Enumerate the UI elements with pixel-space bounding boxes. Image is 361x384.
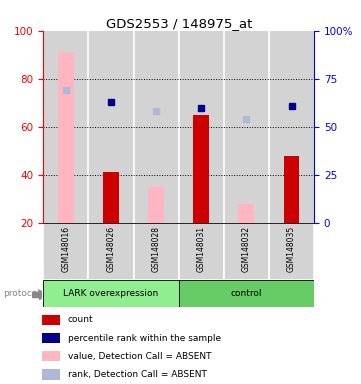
Bar bbox=[284, 156, 299, 223]
Bar bbox=[179, 280, 314, 307]
Bar bbox=[88, 31, 134, 223]
Bar bbox=[43, 369, 60, 380]
Text: percentile rank within the sample: percentile rank within the sample bbox=[68, 334, 221, 343]
Bar bbox=[269, 31, 314, 223]
Bar bbox=[43, 280, 179, 307]
Text: LARK overexpression: LARK overexpression bbox=[64, 289, 158, 298]
Bar bbox=[239, 204, 254, 223]
Bar bbox=[193, 115, 209, 223]
Bar bbox=[134, 223, 179, 280]
Bar bbox=[43, 351, 60, 361]
Text: GSM148028: GSM148028 bbox=[152, 225, 161, 271]
Title: GDS2553 / 148975_at: GDS2553 / 148975_at bbox=[105, 17, 252, 30]
Text: value, Detection Call = ABSENT: value, Detection Call = ABSENT bbox=[68, 352, 212, 361]
Text: count: count bbox=[68, 315, 93, 324]
Text: GSM148016: GSM148016 bbox=[61, 225, 70, 272]
Bar bbox=[179, 31, 224, 223]
Text: GSM148035: GSM148035 bbox=[287, 225, 296, 272]
Text: protocol: protocol bbox=[4, 289, 40, 298]
Bar bbox=[58, 52, 74, 223]
Bar bbox=[148, 187, 164, 223]
Bar bbox=[134, 31, 179, 223]
Bar bbox=[43, 333, 60, 343]
Bar bbox=[269, 223, 314, 280]
Bar bbox=[224, 223, 269, 280]
Bar bbox=[43, 223, 88, 280]
Bar bbox=[103, 172, 119, 223]
Bar bbox=[43, 315, 60, 325]
Text: GSM148032: GSM148032 bbox=[242, 225, 251, 272]
Bar bbox=[43, 31, 88, 223]
Bar bbox=[88, 223, 134, 280]
FancyArrow shape bbox=[32, 290, 44, 300]
Text: rank, Detection Call = ABSENT: rank, Detection Call = ABSENT bbox=[68, 370, 207, 379]
Text: GSM148026: GSM148026 bbox=[106, 225, 116, 272]
Text: control: control bbox=[231, 289, 262, 298]
Bar bbox=[224, 31, 269, 223]
Bar bbox=[179, 223, 224, 280]
Text: GSM148031: GSM148031 bbox=[197, 225, 206, 272]
